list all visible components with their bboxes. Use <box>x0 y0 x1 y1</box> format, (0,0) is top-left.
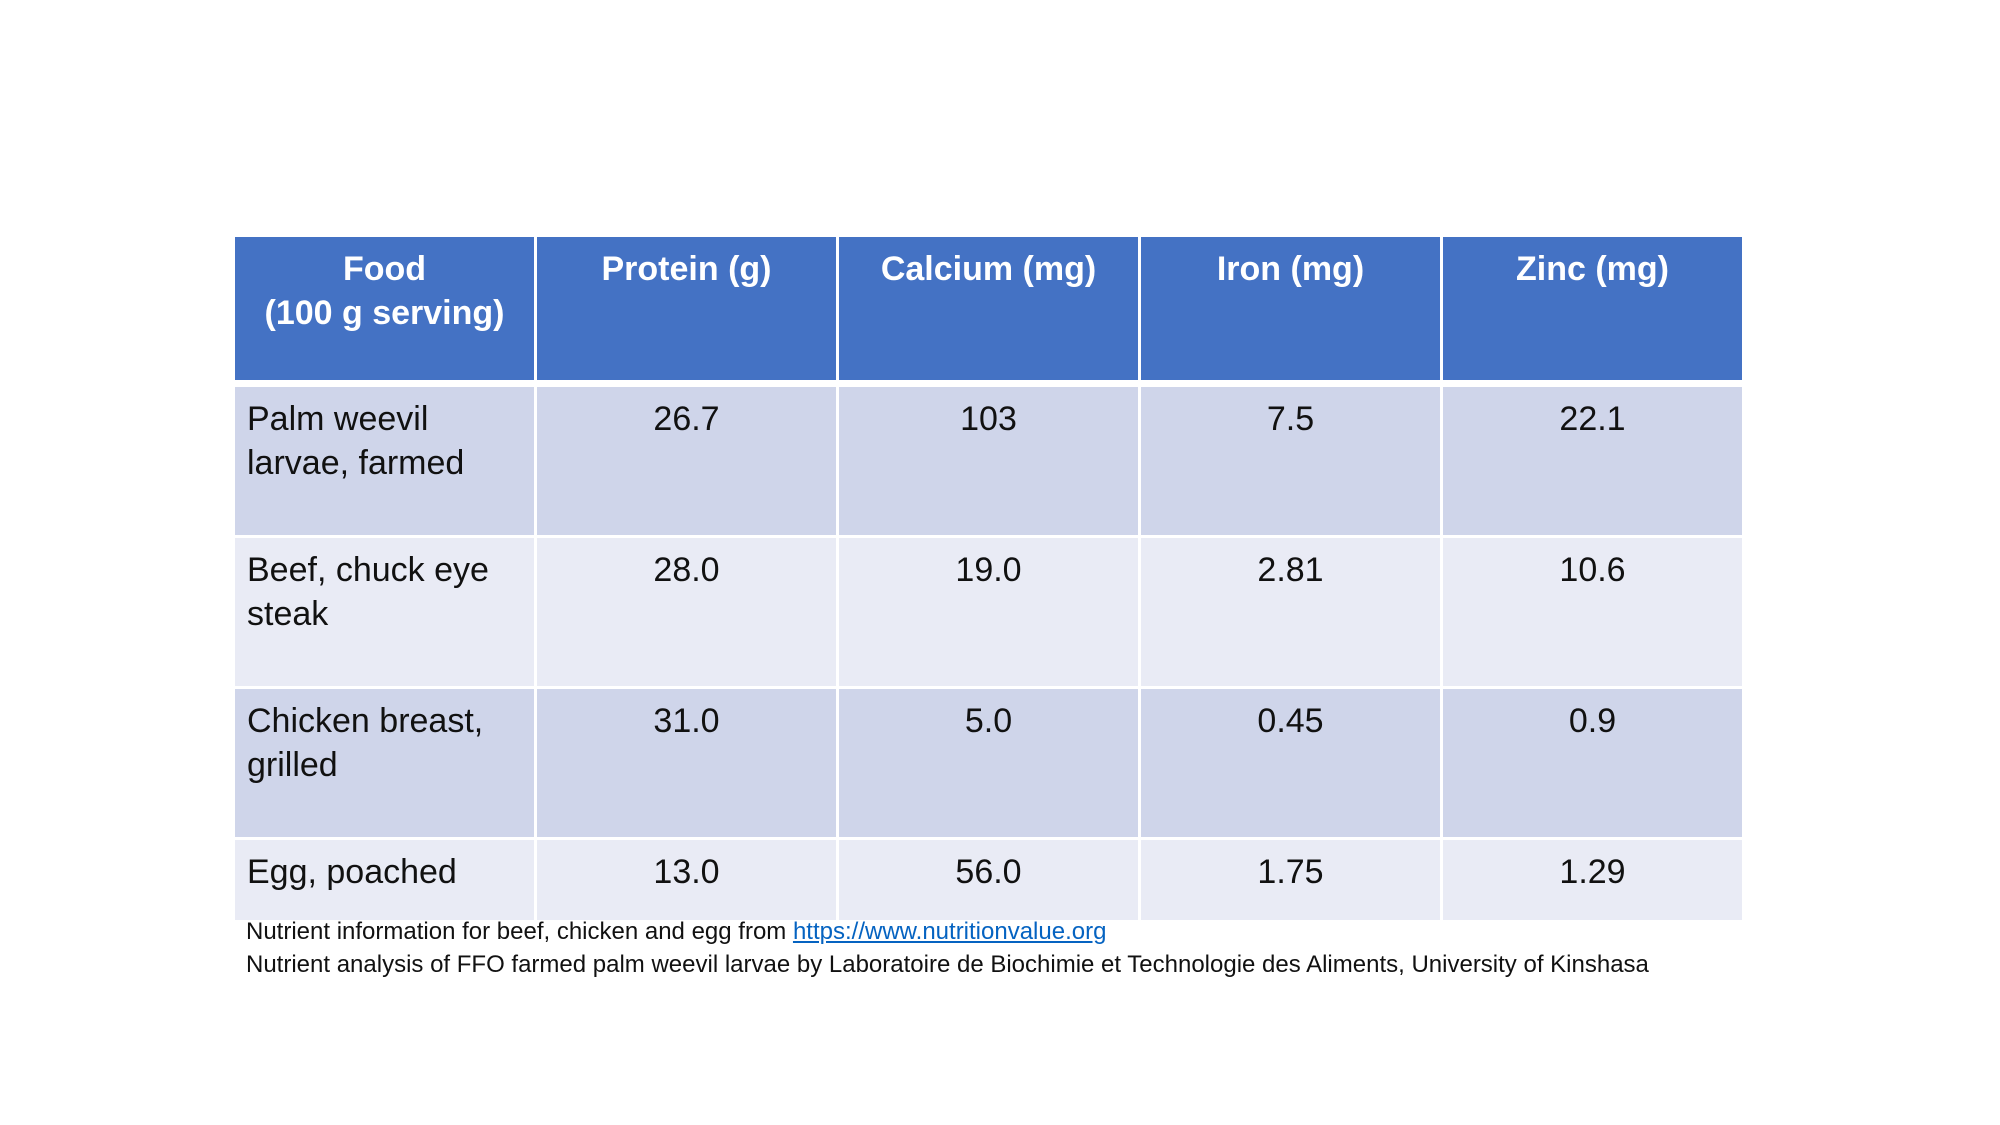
header-row: Food (100 g serving) Protein (g) Calcium… <box>232 234 1745 387</box>
footnote-source: Nutrient information for beef, chicken a… <box>246 915 1649 948</box>
header-food-line2: (100 g serving) <box>264 294 505 332</box>
nutritionvalue-link[interactable]: https://www.nutritionvalue.org <box>792 918 1107 945</box>
cell-protein: 26.7 <box>534 382 839 538</box>
footnotes: Nutrient information for beef, chicken a… <box>246 915 1649 981</box>
header-food: Food (100 g serving) <box>232 234 537 387</box>
table-row: Egg, poached 13.0 56.0 1.75 1.29 <box>232 837 1745 923</box>
cell-calcium: 56.0 <box>836 837 1141 923</box>
cell-zinc: 1.29 <box>1440 837 1745 923</box>
cell-calcium: 103 <box>836 382 1141 538</box>
cell-iron: 7.5 <box>1138 382 1443 538</box>
cell-zinc: 22.1 <box>1440 382 1745 538</box>
cell-food: Egg, poached <box>232 837 537 923</box>
header-zinc: Zinc (mg) <box>1440 234 1745 387</box>
header-iron: Iron (mg) <box>1138 234 1443 387</box>
footnote-analysis: Nutrient analysis of FFO farmed palm wee… <box>246 951 1649 978</box>
cell-calcium: 19.0 <box>836 535 1141 689</box>
header-protein: Protein (g) <box>534 234 839 387</box>
cell-protein: 13.0 <box>534 837 839 923</box>
cell-protein: 31.0 <box>534 686 839 840</box>
nutrition-table: Food (100 g serving) Protein (g) Calcium… <box>232 234 1745 923</box>
cell-zinc: 10.6 <box>1440 535 1745 689</box>
cell-protein: 28.0 <box>534 535 839 689</box>
cell-iron: 0.45 <box>1138 686 1443 840</box>
header-food-line1: Food <box>342 250 427 288</box>
footnote-source-text: Nutrient information for beef, chicken a… <box>246 918 793 945</box>
cell-food: Chicken breast, grilled <box>232 686 537 840</box>
cell-food: Palm weevil larvae, farmed <box>232 382 537 538</box>
table-row: Beef, chuck eye steak 28.0 19.0 2.81 10.… <box>232 535 1745 689</box>
table-row: Palm weevil larvae, farmed 26.7 103 7.5 … <box>232 382 1745 538</box>
cell-calcium: 5.0 <box>836 686 1141 840</box>
cell-food: Beef, chuck eye steak <box>232 535 537 689</box>
cell-zinc: 0.9 <box>1440 686 1745 840</box>
table-row: Chicken breast, grilled 31.0 5.0 0.45 0.… <box>232 686 1745 840</box>
cell-iron: 2.81 <box>1138 535 1443 689</box>
header-calcium: Calcium (mg) <box>836 234 1141 387</box>
cell-iron: 1.75 <box>1138 837 1443 923</box>
